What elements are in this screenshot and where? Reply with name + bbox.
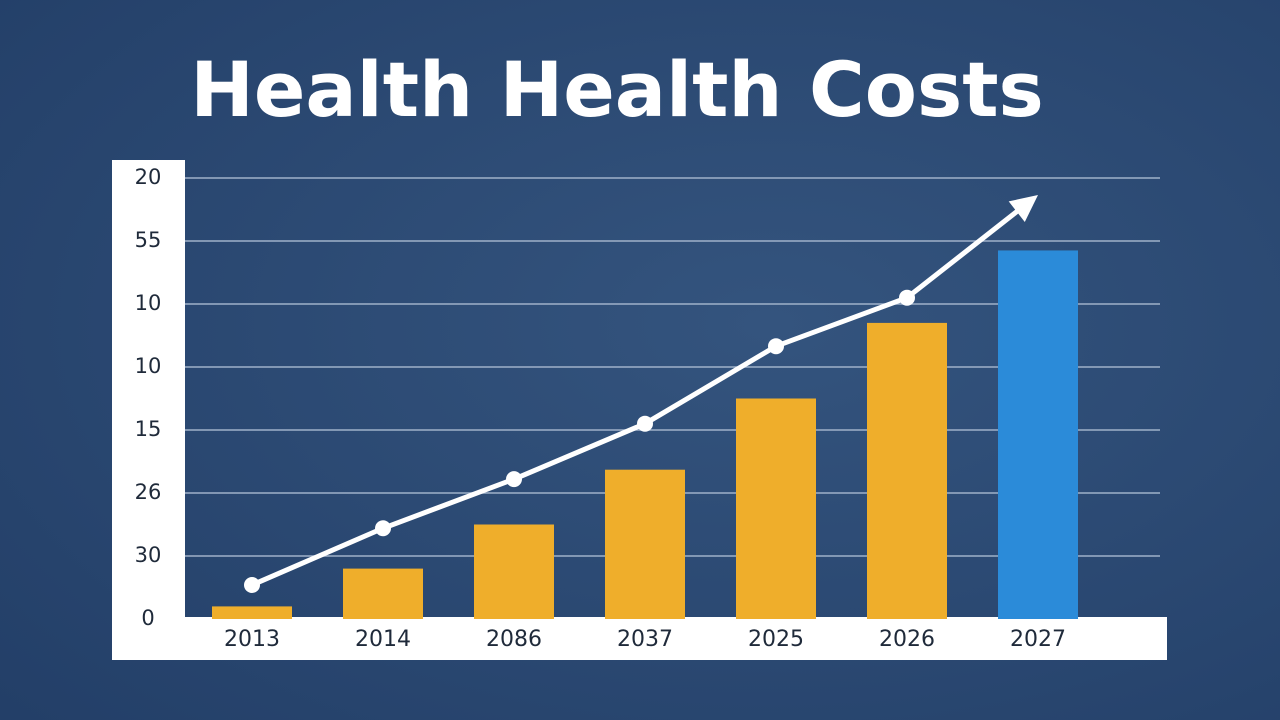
y-axis-panel bbox=[112, 160, 185, 660]
bar bbox=[736, 398, 816, 619]
x-axis-panel bbox=[112, 617, 1167, 660]
arrow-head bbox=[1008, 195, 1038, 222]
x-tick-label: 2026 bbox=[879, 627, 935, 652]
x-tick-label: 2025 bbox=[748, 627, 804, 652]
x-tick-label: 2013 bbox=[224, 627, 280, 652]
y-tick-label: 15 bbox=[135, 417, 162, 441]
x-tick-label: 2014 bbox=[355, 627, 411, 652]
line-point bbox=[899, 289, 915, 306]
y-tick-label: 10 bbox=[135, 354, 162, 378]
bar bbox=[343, 568, 423, 619]
bar bbox=[605, 469, 685, 619]
y-tick-label: 20 bbox=[135, 165, 162, 189]
y-tick-label: 26 bbox=[135, 480, 162, 504]
y-tick-label: 0 bbox=[141, 606, 154, 630]
bar bbox=[212, 606, 292, 619]
bar bbox=[867, 322, 947, 619]
line-point bbox=[506, 471, 522, 488]
bar bbox=[998, 250, 1078, 619]
x-tick-label: 2027 bbox=[1010, 627, 1066, 652]
line-point bbox=[637, 415, 653, 432]
x-tick-label: 2086 bbox=[486, 627, 542, 652]
line-point bbox=[244, 576, 260, 593]
y-tick-label: 10 bbox=[135, 291, 162, 315]
y-tick-label: 55 bbox=[135, 228, 162, 252]
y-tick-label: 30 bbox=[135, 543, 162, 567]
line-point bbox=[375, 520, 391, 537]
line-point bbox=[768, 338, 784, 355]
bar bbox=[474, 524, 554, 619]
chart-title: Health Health Costs bbox=[190, 45, 1044, 134]
x-tick-label: 2037 bbox=[617, 627, 673, 652]
